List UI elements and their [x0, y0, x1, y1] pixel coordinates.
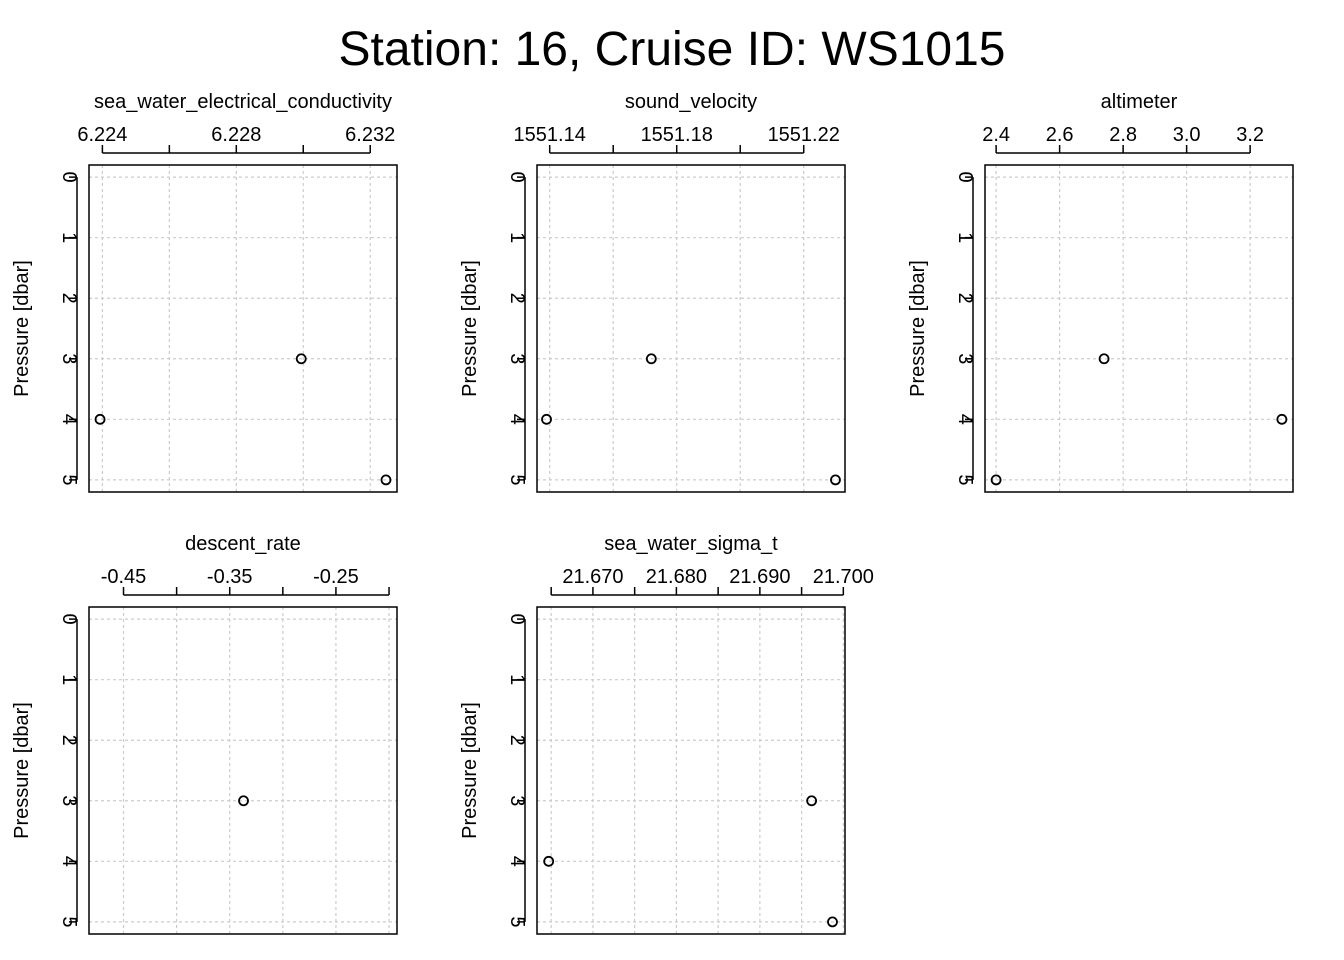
data-point — [830, 474, 841, 486]
x-tick-label: 21.680 — [646, 566, 707, 588]
data-point — [238, 795, 249, 807]
x-tick-label: 6.224 — [77, 124, 127, 146]
data-point — [295, 353, 307, 365]
y-tick-label: 4 — [58, 856, 80, 867]
x-tick-label: 6.228 — [211, 124, 261, 146]
panel-title: sea_water_electrical_conductivity — [94, 91, 392, 113]
data-point — [1098, 353, 1110, 365]
y-tick-label: 1 — [506, 674, 528, 685]
y-tick-label: 2 — [506, 735, 528, 746]
plot-frame — [984, 164, 1294, 493]
y-tick-label: 3 — [506, 795, 528, 806]
y-axis-label: Pressure [dbar] — [459, 702, 481, 839]
data-point — [380, 474, 392, 486]
y-tick-label: 0 — [506, 172, 528, 183]
panel-title: sound_velocity — [625, 91, 757, 113]
data-point — [541, 413, 552, 425]
plot-frame — [88, 606, 398, 935]
panel-4: -0.45 -0.35 -0.25 0 1 2 3 4 5 descent_rate Pressur… — [11, 533, 398, 935]
data-point — [1276, 413, 1288, 425]
x-tick-label: 6.232 — [345, 124, 395, 146]
page-title: Station: 16, Cruise ID: WS1015 — [338, 23, 1006, 76]
y-tick-label: 1 — [58, 232, 80, 243]
y-tick-label: 1 — [954, 232, 976, 243]
y-tick-label: 3 — [58, 795, 80, 806]
plot-frame — [88, 164, 398, 493]
y-tick-label: 4 — [506, 856, 528, 867]
y-tick-label: 4 — [954, 414, 976, 425]
x-tick-label: 21.690 — [729, 566, 790, 588]
y-tick-label: 2 — [954, 293, 976, 304]
y-tick-label: 0 — [58, 614, 80, 625]
plot-frame — [536, 164, 846, 493]
x-tick-label: 2.6 — [1046, 124, 1074, 146]
y-tick-label: 5 — [58, 916, 80, 927]
x-tick-label: 2.4 — [982, 124, 1010, 146]
panel-3: 2.4 2.6 2.8 3.0 3.2 0 1 2 3 4 5 altimeter Pressure [… — [907, 91, 1294, 493]
x-tick-label: 21.670 — [562, 566, 623, 588]
panel-5: 21.670 21.680 21.690 21.700 0 1 2 3 4 5 sea_water_… — [459, 533, 874, 935]
y-tick-label: 5 — [506, 916, 528, 927]
x-tick-label: 3.0 — [1173, 124, 1201, 146]
y-tick-label: 4 — [58, 414, 80, 425]
y-tick-label: 5 — [506, 474, 528, 485]
y-tick-label: 5 — [954, 474, 976, 485]
panel-1: 6.224 6.228 6.232 0 1 2 3 4 5 sea_water_electrica… — [11, 91, 398, 493]
y-axis-label: Pressure [dbar] — [907, 260, 929, 397]
x-tick-label: 1551.18 — [641, 124, 713, 146]
x-tick-label: 1551.14 — [514, 124, 586, 146]
x-tick-label: -0.35 — [207, 566, 253, 588]
x-tick-label: 3.2 — [1236, 124, 1264, 146]
data-point — [94, 413, 106, 425]
y-tick-label: 0 — [506, 614, 528, 625]
x-tick-label: -0.25 — [313, 566, 359, 588]
y-tick-label: 0 — [954, 172, 976, 183]
x-tick-label: -0.45 — [101, 566, 147, 588]
data-point — [990, 474, 1002, 486]
panel-2: 1551.14 1551.18 1551.22 0 1 2 3 4 5 sound_velocit… — [459, 91, 846, 493]
x-tick-label: 2.8 — [1109, 124, 1137, 146]
y-axis-label: Pressure [dbar] — [459, 260, 481, 397]
data-point — [645, 353, 657, 365]
x-tick-label: 21.700 — [813, 566, 874, 588]
data-point — [827, 916, 838, 928]
y-tick-label: 1 — [58, 674, 80, 685]
panel-title: descent_rate — [185, 533, 301, 555]
data-point — [543, 855, 555, 867]
plot-frame — [536, 606, 846, 935]
y-tick-label: 5 — [58, 474, 80, 485]
y-tick-label: 4 — [506, 414, 528, 425]
y-axis-label: Pressure [dbar] — [11, 702, 33, 839]
panel-title: altimeter — [1101, 91, 1178, 113]
y-tick-label: 3 — [506, 353, 528, 364]
x-tick-label: 1551.22 — [768, 124, 840, 146]
y-tick-label: 2 — [58, 293, 80, 304]
y-tick-label: 2 — [58, 735, 80, 746]
y-axis-label: Pressure [dbar] — [11, 260, 33, 397]
data-point — [806, 795, 818, 807]
y-tick-label: 3 — [58, 353, 80, 364]
y-tick-label: 1 — [506, 232, 528, 243]
y-tick-label: 3 — [954, 353, 976, 364]
y-tick-label: 2 — [506, 293, 528, 304]
y-tick-label: 0 — [58, 172, 80, 183]
panel-title: sea_water_sigma_t — [604, 533, 778, 555]
